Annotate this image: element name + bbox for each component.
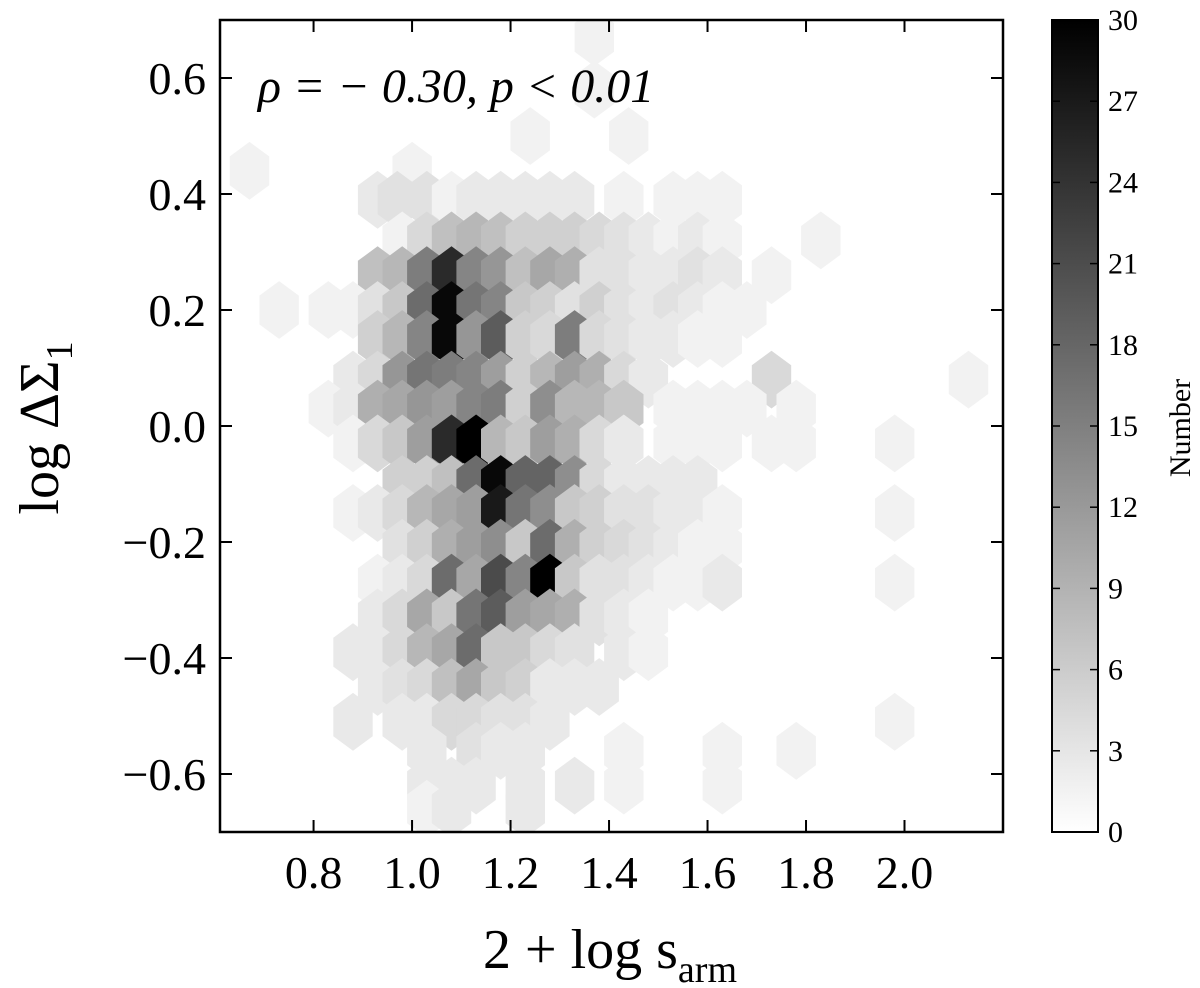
- y-tick-label: 0.0: [149, 401, 207, 452]
- hexbin-cell: [554, 756, 595, 815]
- hexbin-cell: [702, 310, 742, 368]
- colorbar-label: Number: [1164, 379, 1197, 477]
- hexbin-cell: [801, 211, 841, 270]
- hexbin-cell: [229, 141, 270, 200]
- hexbin-cell: [776, 414, 816, 473]
- hexbin-cell: [259, 281, 299, 339]
- hexbin-cell: [875, 692, 915, 751]
- hexbin-cell: [377, 170, 417, 229]
- x-axis-label: 2 + log sarm: [483, 919, 737, 988]
- colorbar-tick-label: 18: [1108, 329, 1138, 362]
- x-axis: 0.8 1.0 1.2 1.4 1.6 1.8 2.0: [285, 20, 933, 898]
- x-tick-label: 1.0: [383, 847, 441, 898]
- y-tick-label: 0.2: [149, 285, 207, 336]
- hexbin-cell: [456, 170, 496, 229]
- hexbin-cell: [505, 779, 545, 832]
- y-tick-label: 0.4: [149, 169, 207, 220]
- hexbin-cell: [574, 60, 614, 119]
- x-tick-label: 1.6: [679, 847, 737, 898]
- x-tick-label: 1.2: [482, 847, 540, 898]
- hexbin-cells: [229, 20, 989, 832]
- x-tick-label: 0.8: [285, 847, 343, 898]
- hexbin-cell: [702, 553, 742, 612]
- y-tick-label: −0.6: [123, 749, 206, 800]
- correlation-annotation: ρ = − 0.30, p < 0.01: [256, 60, 654, 113]
- hexbin-cell: [604, 756, 644, 815]
- hexbin-cell: [510, 107, 550, 165]
- hexbin-cell: [751, 246, 792, 305]
- x-tick-label: 1.8: [777, 847, 835, 898]
- hexbin-cell: [776, 721, 816, 780]
- colorbar-tick-label: 21: [1108, 248, 1138, 281]
- hexbin-cell: [702, 414, 742, 473]
- colorbar-tick-label: 12: [1108, 491, 1138, 524]
- colorbar-tick-label: 30: [1108, 4, 1138, 37]
- colorbar-tick-label: 9: [1108, 572, 1123, 605]
- y-tick-label: 0.6: [149, 53, 207, 104]
- y-tick-label: −0.4: [123, 633, 206, 684]
- hexbin-cell: [702, 756, 742, 815]
- colorbar-tick-label: 24: [1108, 166, 1138, 199]
- x-tick-label: 1.4: [580, 847, 638, 898]
- hexbin-cell: [579, 658, 619, 716]
- colorbar-tick-label: 3: [1108, 735, 1123, 768]
- hexbin-cell: [875, 484, 915, 542]
- hexbin-cell: [875, 553, 915, 612]
- hexbin-cell: [554, 170, 595, 229]
- hexbin-cell: [875, 414, 915, 473]
- hexbin-cell: [609, 107, 649, 165]
- hexbin-cell: [702, 170, 742, 229]
- colorbar-ticks: 0 3 6 9 12 15 18 21 24 27 30: [1052, 4, 1138, 849]
- hexbin-cell: [727, 379, 767, 438]
- hexbin-cell: [604, 414, 644, 473]
- y-axis: 0.6 0.4 0.2 0.0 −0.2 −0.4 −0.6: [123, 53, 1003, 800]
- hexbin-cell: [574, 20, 614, 67]
- hexbin-cell: [604, 170, 644, 229]
- x-tick-label: 2.0: [876, 847, 934, 898]
- colorbar-tick-label: 27: [1108, 85, 1138, 118]
- hexbin-cell: [333, 692, 373, 751]
- hexbin-cell: [948, 350, 989, 409]
- colorbar-tick-label: 15: [1108, 410, 1138, 443]
- colorbar-tick-label: 0: [1108, 816, 1123, 849]
- y-axis-label: log ΔΣ1: [9, 341, 81, 514]
- y-tick-label: −0.2: [123, 517, 206, 568]
- hexbin-cell: [431, 779, 472, 832]
- hexbin-cell: [628, 623, 669, 682]
- colorbar-tick-label: 6: [1108, 654, 1123, 687]
